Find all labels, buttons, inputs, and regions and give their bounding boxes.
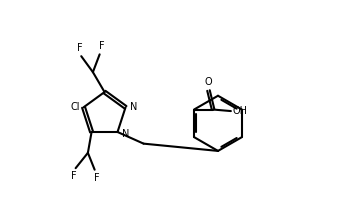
Text: F: F xyxy=(71,171,77,181)
Text: F: F xyxy=(94,173,99,183)
Text: F: F xyxy=(77,43,82,53)
Text: Cl: Cl xyxy=(71,102,80,112)
Text: O: O xyxy=(205,78,212,87)
Text: N: N xyxy=(122,129,129,138)
Text: F: F xyxy=(99,41,104,51)
Text: N: N xyxy=(130,102,137,112)
Text: OH: OH xyxy=(232,106,247,116)
